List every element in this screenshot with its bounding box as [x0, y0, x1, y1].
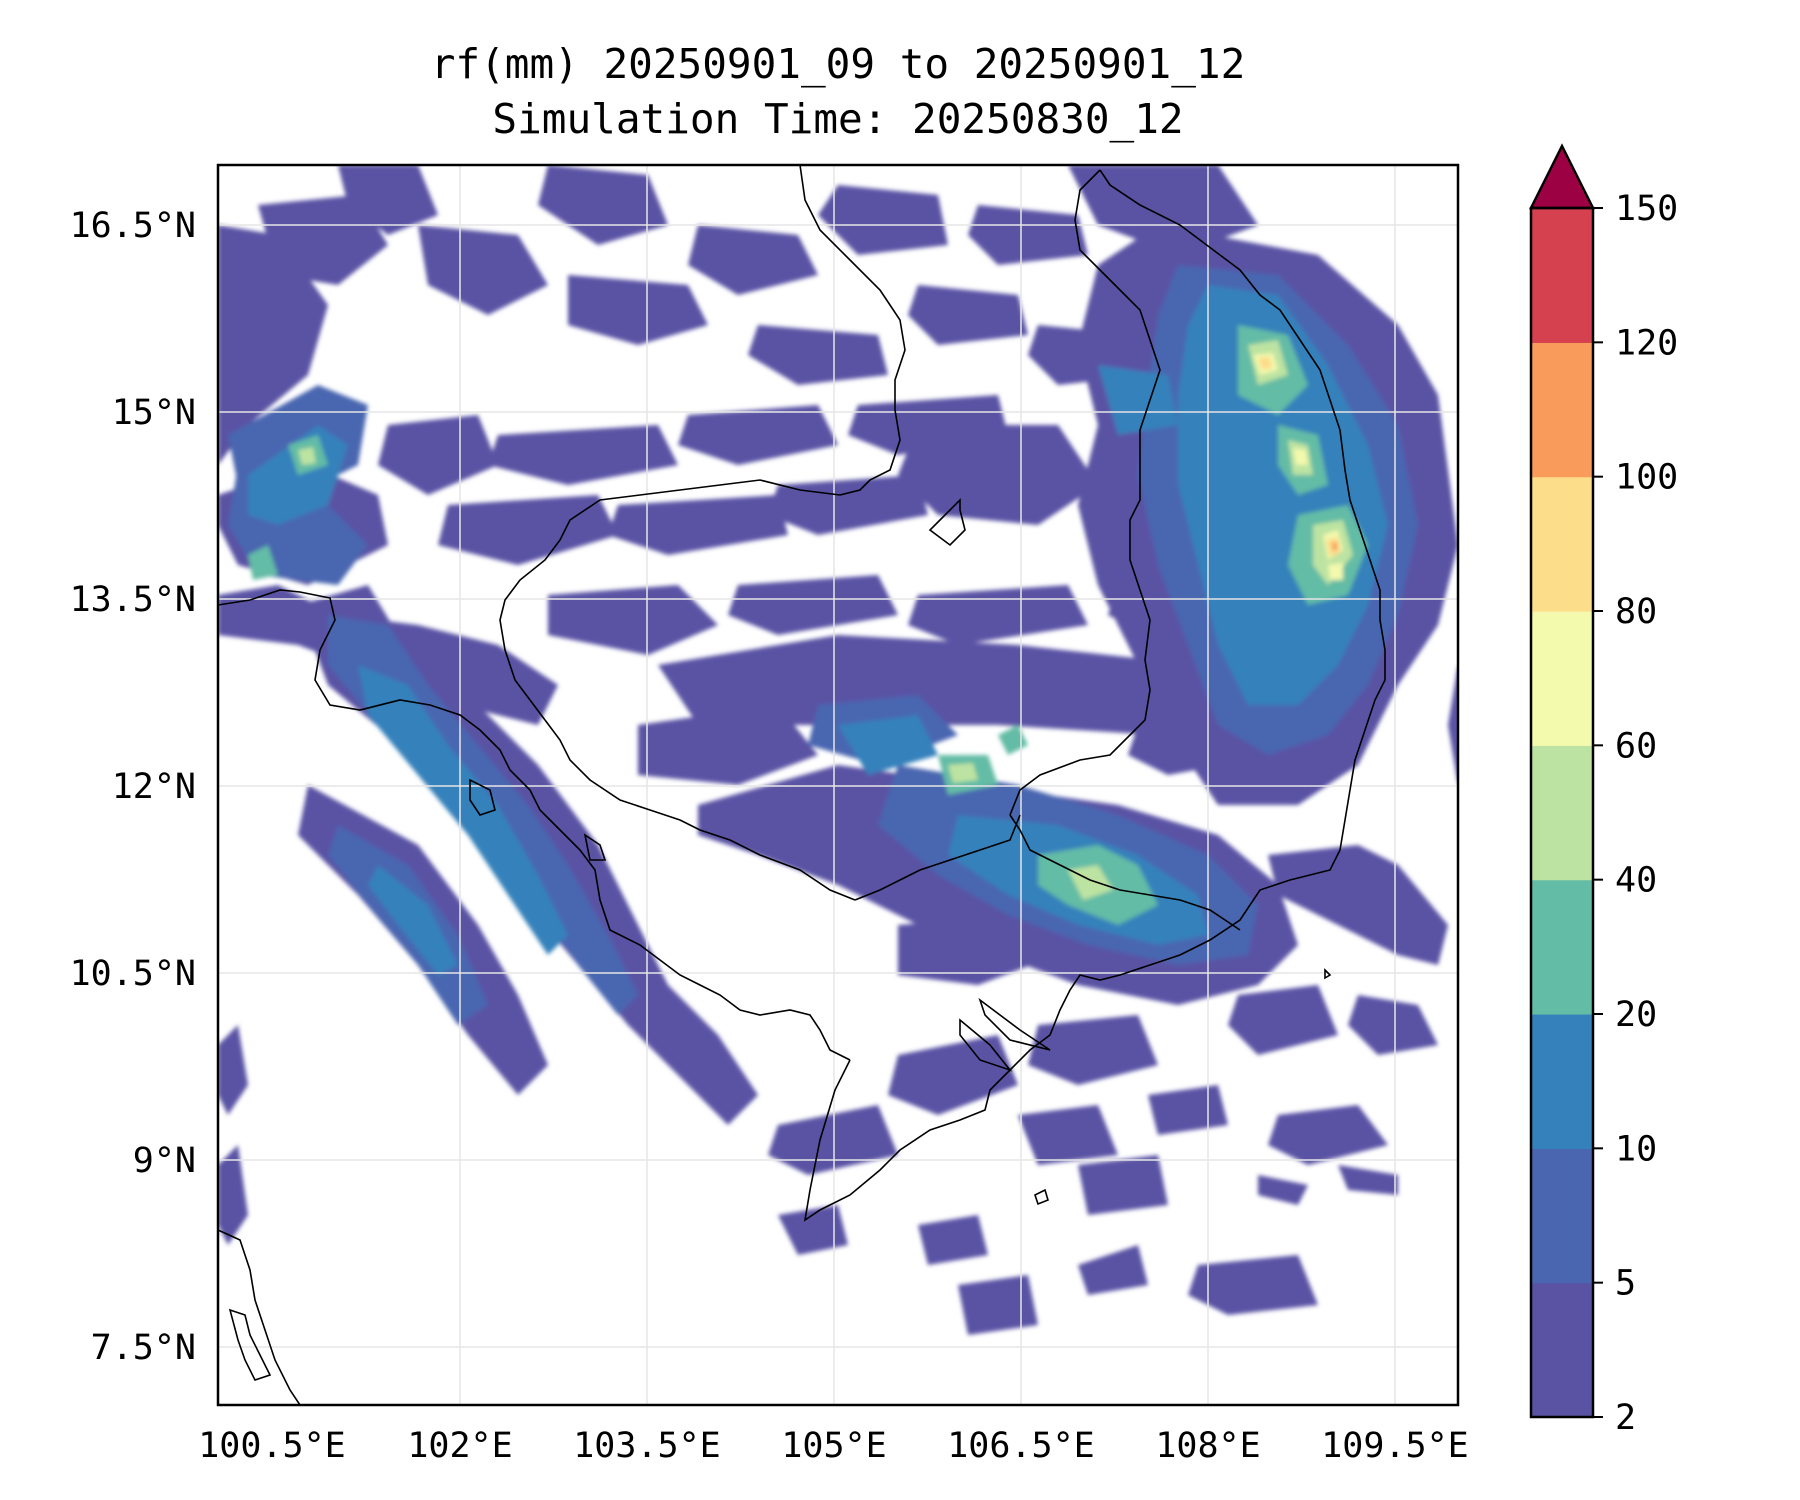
chart-subtitle: Simulation Time: 20250830_12 — [492, 95, 1183, 143]
x-tick-label: 102°E — [407, 1426, 512, 1466]
colorbar-segment — [1531, 1014, 1593, 1149]
x-axis: 100.5°E 102°E 103.5°E 105°E 106.5°E 108°… — [198, 1426, 1469, 1466]
colorbar-segment — [1531, 1148, 1593, 1284]
colorbar-segment — [1531, 342, 1593, 478]
chart-title: rf(mm) 20250901_09 to 20250901_12 — [431, 40, 1246, 88]
y-tick-label: 13.5°N — [70, 580, 196, 620]
colorbar: 2 5 10 20 40 60 80 100 120 150 — [1528, 143, 1678, 1438]
x-tick-label: 106.5°E — [947, 1426, 1095, 1466]
colorbar-tick-label: 10 — [1615, 1129, 1657, 1169]
x-tick-label: 100.5°E — [198, 1426, 346, 1466]
colorbar-segment — [1531, 476, 1593, 612]
colorbar-tick-label: 120 — [1615, 323, 1678, 363]
colorbar-tick-label: 20 — [1615, 995, 1657, 1035]
map-frame — [216, 163, 1460, 1407]
colorbar-tick-label: 5 — [1615, 1264, 1636, 1304]
colorbar-segment — [1531, 611, 1593, 746]
colorbar-extend-arrow — [1528, 143, 1596, 210]
rainfall-field — [218, 165, 1458, 1335]
y-tick-label: 12°N — [112, 767, 196, 807]
y-axis: 16.5°N 15°N 13.5°N 12°N 10.5°N 9°N 7.5°N — [70, 206, 196, 1368]
colorbar-tick-label: 40 — [1615, 861, 1657, 901]
colorbar-frame — [1529, 206, 1595, 1419]
colorbar-tick-label: 100 — [1615, 458, 1678, 498]
x-tick-label: 109.5°E — [1321, 1426, 1469, 1466]
colorbar-segment — [1531, 745, 1593, 881]
y-tick-label: 10.5°N — [70, 954, 196, 994]
y-tick-label: 16.5°N — [70, 206, 196, 246]
y-tick-label: 7.5°N — [91, 1328, 196, 1368]
x-tick-label: 103.5°E — [573, 1426, 721, 1466]
colorbar-tick-label: 150 — [1615, 189, 1678, 229]
x-tick-label: 105°E — [781, 1426, 886, 1466]
y-tick-label: 9°N — [133, 1141, 196, 1181]
colorbar-tick-label: 60 — [1615, 726, 1657, 766]
colorbar-tick-label: 2 — [1615, 1398, 1636, 1438]
colorbar-segment — [1531, 879, 1593, 1015]
y-tick-label: 15°N — [112, 393, 196, 433]
colorbar-segment — [1531, 208, 1593, 343]
x-tick-label: 108°E — [1155, 1426, 1260, 1466]
gridlines — [218, 165, 1458, 1405]
colorbar-segment — [1531, 1282, 1593, 1418]
colorbar-tick-label: 80 — [1615, 592, 1657, 632]
map-area — [216, 163, 1460, 1407]
rain-level-100-120 — [1332, 542, 1338, 551]
coastlines-borders — [218, 165, 1386, 1405]
